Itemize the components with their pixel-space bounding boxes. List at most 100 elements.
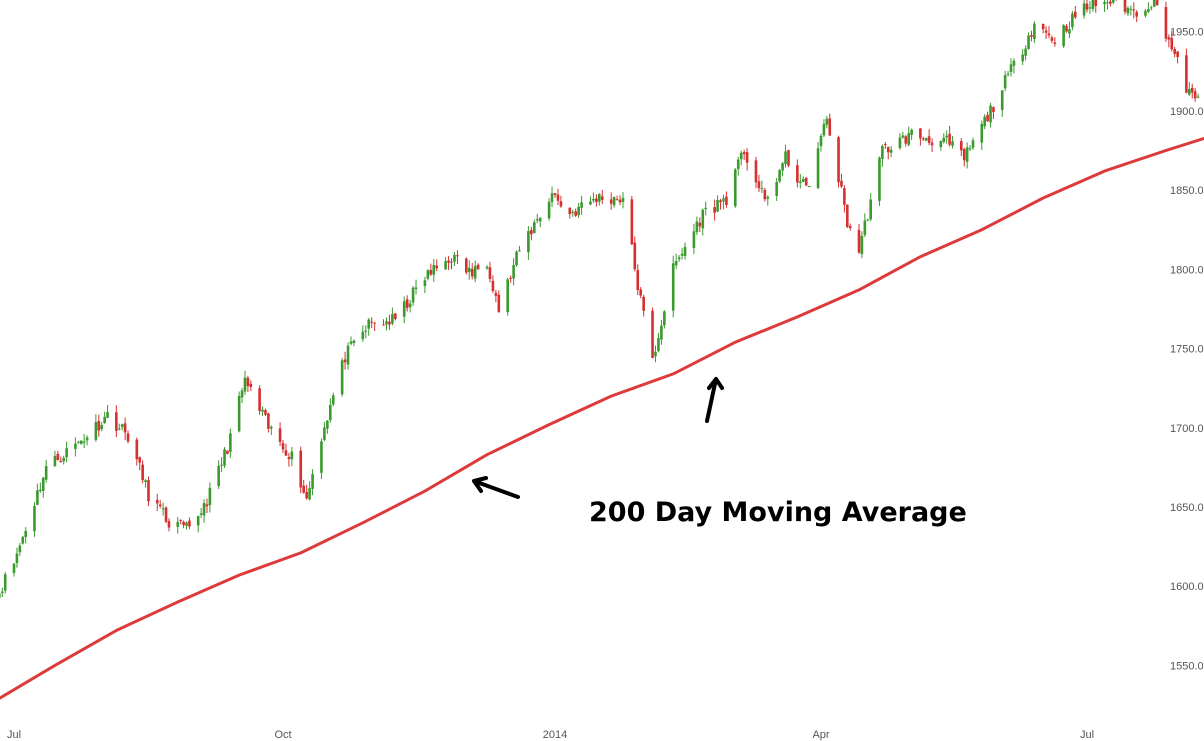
candle-body — [816, 148, 820, 188]
candle-body — [1062, 25, 1065, 47]
candle-body — [807, 186, 811, 188]
candle-body — [1188, 89, 1191, 95]
candle-body — [1196, 96, 1200, 98]
candle-body — [467, 267, 471, 273]
candle-body — [456, 255, 459, 257]
candle-body — [290, 451, 294, 460]
candle — [742, 149, 746, 160]
candle — [1152, 0, 1156, 8]
candle-body — [680, 253, 684, 256]
candle — [621, 192, 625, 209]
candle-body — [1003, 75, 1007, 89]
candle — [598, 193, 601, 206]
candle-body — [860, 235, 864, 255]
candle-body — [223, 449, 226, 466]
candle-body — [284, 450, 288, 456]
candle — [491, 275, 495, 294]
candle-body — [592, 198, 595, 201]
candle — [1185, 48, 1188, 94]
candle-body — [74, 443, 77, 449]
candle — [62, 455, 66, 465]
candle-body — [857, 229, 861, 253]
candle-body — [331, 395, 335, 405]
candle — [692, 223, 696, 255]
candlestick-series — [0, 0, 1200, 598]
candle-body — [781, 163, 784, 171]
candle-body — [278, 428, 282, 442]
candle-body — [863, 220, 867, 236]
candle — [515, 250, 518, 267]
candle-body — [942, 137, 946, 142]
candle — [453, 252, 456, 267]
x-tick-label: Jul — [7, 729, 21, 741]
candle — [907, 126, 910, 147]
candle-body — [0, 593, 1, 598]
candle-body — [1044, 30, 1048, 33]
candle-body — [44, 466, 48, 480]
candle — [1, 587, 4, 598]
candle-body — [217, 465, 220, 487]
candle — [343, 351, 347, 370]
candle — [716, 195, 719, 213]
candle-body — [595, 198, 598, 203]
candle-body — [21, 536, 25, 544]
candle — [1123, 0, 1127, 15]
candle-body — [326, 420, 329, 429]
candle-body — [494, 292, 498, 296]
candle-body — [1024, 48, 1027, 56]
candle-body — [453, 254, 456, 262]
candle-body — [394, 313, 397, 320]
candle — [736, 156, 740, 176]
candle-body — [660, 325, 663, 340]
candle-body — [1129, 8, 1133, 10]
candle-body — [642, 296, 645, 311]
candle-body — [683, 246, 687, 256]
candle-body — [402, 301, 406, 317]
candle-body — [550, 193, 554, 202]
candle — [158, 500, 162, 509]
candle-body — [488, 267, 492, 279]
candle — [533, 219, 536, 234]
candle — [305, 484, 308, 500]
y-tick-label: 1900.0 — [1170, 106, 1204, 118]
candle — [819, 133, 823, 152]
candle-body — [311, 474, 314, 489]
candle — [15, 547, 19, 568]
candle — [713, 199, 716, 221]
candle-body — [898, 137, 902, 149]
candle — [983, 114, 986, 130]
candle — [1088, 1, 1092, 14]
candle — [618, 195, 622, 206]
candle — [1074, 6, 1077, 19]
candle-body — [12, 563, 16, 573]
candle — [589, 196, 592, 206]
candle — [1196, 93, 1200, 99]
candle-body — [423, 280, 427, 287]
candle-body — [343, 359, 347, 363]
y-tick-label: 1550.0 — [1170, 660, 1204, 672]
candle — [53, 450, 57, 467]
candle — [577, 202, 580, 218]
candle — [901, 132, 905, 139]
candle-body — [574, 211, 577, 216]
candle — [571, 209, 575, 217]
candle-body — [141, 464, 144, 481]
annotation-arrows — [472, 377, 724, 499]
candle — [837, 135, 840, 188]
candle-body — [373, 322, 376, 324]
candle — [948, 125, 951, 147]
candle — [568, 207, 572, 219]
candle — [1129, 5, 1133, 16]
candle-body — [476, 264, 480, 270]
candle-body — [901, 135, 905, 138]
candle — [671, 255, 675, 318]
candle-body — [103, 416, 106, 424]
candle-body — [155, 499, 159, 504]
candle — [1082, 0, 1086, 19]
candle-body — [651, 310, 654, 358]
candle — [367, 317, 371, 336]
candle — [757, 174, 761, 193]
candle-body — [1190, 87, 1194, 93]
candle-body — [120, 424, 124, 428]
candle — [3, 571, 7, 594]
